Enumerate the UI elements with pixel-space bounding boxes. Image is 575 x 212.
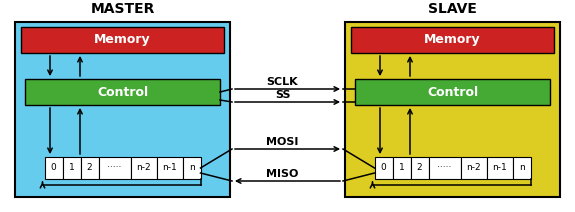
Text: n: n bbox=[189, 163, 194, 173]
Bar bbox=[182, 157, 201, 179]
Bar bbox=[131, 157, 156, 179]
Text: ·····: ····· bbox=[108, 163, 122, 173]
Bar bbox=[81, 157, 98, 179]
Bar bbox=[21, 27, 224, 53]
Text: n-2: n-2 bbox=[466, 163, 481, 173]
Bar bbox=[428, 157, 461, 179]
Bar bbox=[411, 157, 428, 179]
Text: SS: SS bbox=[275, 90, 290, 100]
Text: Control: Control bbox=[97, 85, 148, 99]
Bar bbox=[63, 157, 80, 179]
Bar bbox=[44, 157, 63, 179]
Text: Memory: Memory bbox=[424, 33, 481, 46]
Text: n-1: n-1 bbox=[162, 163, 177, 173]
Text: Memory: Memory bbox=[94, 33, 151, 46]
Text: 0: 0 bbox=[51, 163, 56, 173]
Text: 1: 1 bbox=[398, 163, 404, 173]
Text: SLAVE: SLAVE bbox=[428, 2, 477, 16]
Text: n: n bbox=[519, 163, 524, 173]
Text: 2: 2 bbox=[417, 163, 422, 173]
Text: n-1: n-1 bbox=[492, 163, 507, 173]
Bar bbox=[374, 157, 393, 179]
Bar bbox=[486, 157, 512, 179]
Text: 1: 1 bbox=[68, 163, 74, 173]
Bar bbox=[25, 79, 220, 105]
Text: MASTER: MASTER bbox=[90, 2, 155, 16]
Text: ·····: ····· bbox=[438, 163, 452, 173]
Text: SCLK: SCLK bbox=[267, 77, 298, 87]
Bar bbox=[351, 27, 554, 53]
Bar bbox=[512, 157, 531, 179]
Text: 2: 2 bbox=[87, 163, 93, 173]
Text: 0: 0 bbox=[381, 163, 386, 173]
Bar bbox=[345, 22, 560, 197]
Bar bbox=[461, 157, 486, 179]
Text: MOSI: MOSI bbox=[266, 137, 298, 147]
Bar bbox=[355, 79, 550, 105]
Bar bbox=[156, 157, 182, 179]
Text: n-2: n-2 bbox=[136, 163, 151, 173]
Bar bbox=[15, 22, 230, 197]
Bar bbox=[393, 157, 411, 179]
Bar bbox=[98, 157, 131, 179]
Text: Control: Control bbox=[427, 85, 478, 99]
Text: MISO: MISO bbox=[266, 169, 298, 179]
